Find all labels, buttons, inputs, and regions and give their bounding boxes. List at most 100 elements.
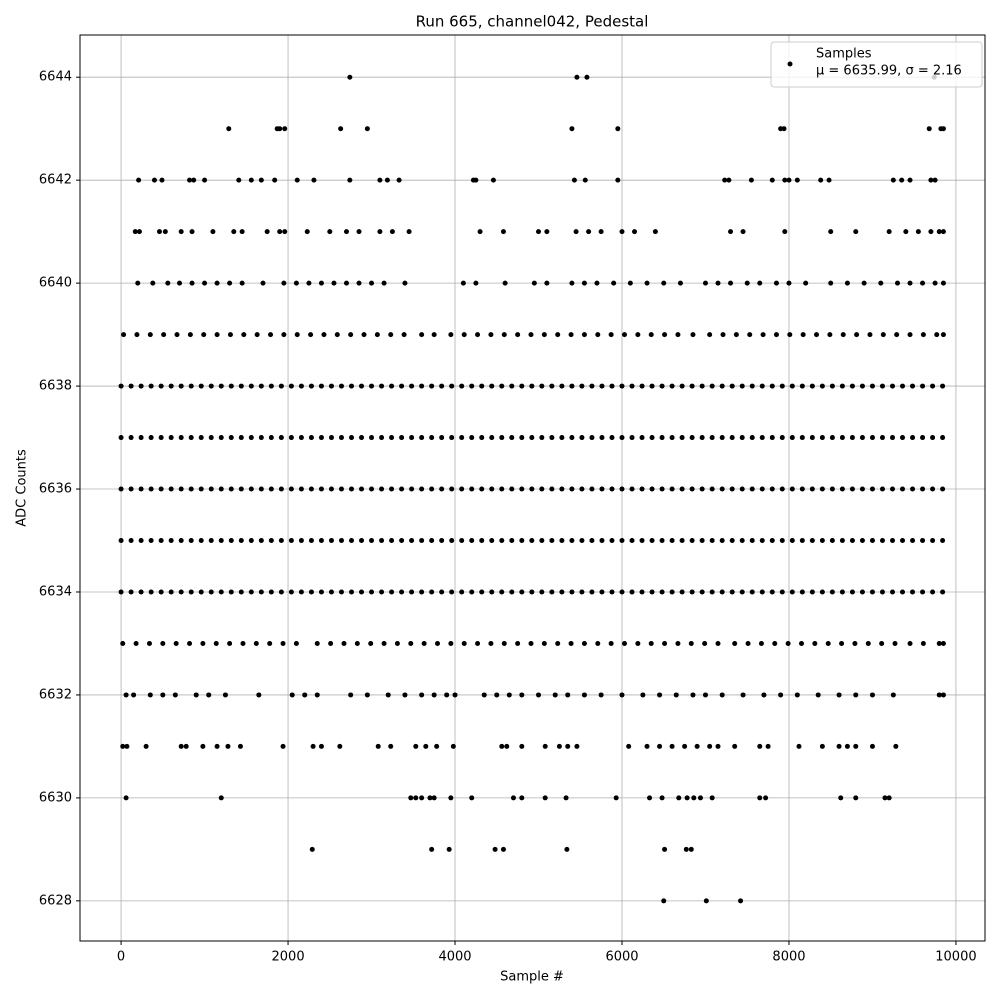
data-point bbox=[349, 435, 354, 441]
data-point bbox=[328, 435, 334, 441]
data-point bbox=[519, 538, 525, 544]
data-point bbox=[779, 435, 785, 441]
data-point bbox=[879, 435, 885, 441]
data-point bbox=[609, 538, 615, 544]
data-point bbox=[479, 589, 485, 595]
data-point bbox=[419, 589, 425, 595]
data-point bbox=[214, 332, 220, 338]
data-point bbox=[608, 640, 614, 646]
data-point bbox=[260, 280, 266, 286]
data-point bbox=[131, 692, 137, 698]
data-point bbox=[920, 332, 926, 338]
data-point bbox=[222, 692, 228, 698]
data-point bbox=[228, 589, 234, 595]
data-point bbox=[289, 692, 295, 698]
data-point bbox=[729, 383, 735, 389]
data-point bbox=[940, 332, 946, 338]
data-point bbox=[506, 692, 512, 698]
data-point bbox=[202, 177, 208, 183]
data-point bbox=[364, 692, 370, 698]
data-point bbox=[288, 435, 294, 441]
data-point bbox=[178, 229, 184, 235]
data-point bbox=[429, 538, 435, 544]
data-point bbox=[198, 435, 204, 441]
data-point bbox=[439, 538, 445, 544]
data-point bbox=[541, 332, 547, 338]
data-point bbox=[241, 332, 247, 338]
data-point bbox=[920, 383, 926, 389]
data-point bbox=[669, 435, 675, 441]
data-point bbox=[738, 898, 744, 904]
data-point bbox=[162, 229, 168, 235]
x-tick-label: 6000 bbox=[605, 950, 638, 965]
data-point bbox=[399, 486, 405, 492]
data-point bbox=[429, 846, 435, 852]
data-point bbox=[720, 332, 726, 338]
data-point bbox=[427, 795, 433, 801]
data-point bbox=[528, 640, 534, 646]
data-point bbox=[384, 177, 390, 183]
data-point bbox=[819, 743, 825, 749]
data-point bbox=[389, 229, 395, 235]
data-point bbox=[552, 692, 558, 698]
data-point bbox=[869, 435, 875, 441]
data-point bbox=[439, 589, 445, 595]
data-point bbox=[826, 177, 832, 183]
data-point bbox=[740, 692, 746, 698]
data-point bbox=[239, 229, 245, 235]
data-point bbox=[920, 538, 926, 544]
data-point bbox=[936, 229, 942, 235]
data-point bbox=[769, 177, 775, 183]
data-point bbox=[338, 538, 344, 544]
data-point bbox=[434, 640, 440, 646]
y-tick-label: 6640 bbox=[39, 276, 72, 291]
data-point bbox=[722, 177, 728, 183]
data-point bbox=[839, 383, 845, 389]
data-point bbox=[501, 640, 507, 646]
data-point bbox=[549, 538, 555, 544]
data-point bbox=[796, 743, 802, 749]
data-point bbox=[786, 280, 792, 286]
data-point bbox=[582, 177, 588, 183]
data-point bbox=[779, 486, 785, 492]
data-point bbox=[549, 435, 555, 441]
data-point bbox=[798, 640, 804, 646]
data-point bbox=[191, 177, 197, 183]
data-point bbox=[920, 640, 926, 646]
data-point bbox=[930, 435, 936, 441]
data-point bbox=[528, 332, 534, 338]
data-point bbox=[541, 640, 547, 646]
data-point bbox=[853, 692, 859, 698]
data-point bbox=[318, 435, 324, 441]
data-point bbox=[555, 640, 561, 646]
data-point bbox=[629, 435, 635, 441]
data-point bbox=[293, 640, 299, 646]
data-point bbox=[599, 435, 605, 441]
data-point bbox=[574, 743, 580, 749]
data-point bbox=[515, 640, 521, 646]
data-point bbox=[348, 692, 354, 698]
data-point bbox=[377, 177, 383, 183]
data-point bbox=[449, 435, 455, 441]
data-point bbox=[569, 486, 575, 492]
data-point bbox=[930, 486, 936, 492]
data-point bbox=[419, 538, 425, 544]
data-point bbox=[809, 538, 815, 544]
data-point bbox=[889, 589, 895, 595]
data-point bbox=[388, 743, 394, 749]
data-point bbox=[789, 486, 795, 492]
data-point bbox=[759, 589, 765, 595]
data-point bbox=[761, 692, 767, 698]
data-point bbox=[619, 383, 625, 389]
data-point bbox=[189, 280, 195, 286]
data-point bbox=[629, 589, 635, 595]
data-point bbox=[193, 692, 199, 698]
data-point bbox=[227, 640, 233, 646]
data-point bbox=[619, 692, 625, 698]
data-point bbox=[298, 383, 304, 389]
data-point bbox=[282, 229, 288, 235]
data-point bbox=[188, 538, 194, 544]
data-point bbox=[198, 538, 204, 544]
data-point bbox=[248, 177, 254, 183]
data-point bbox=[649, 435, 655, 441]
